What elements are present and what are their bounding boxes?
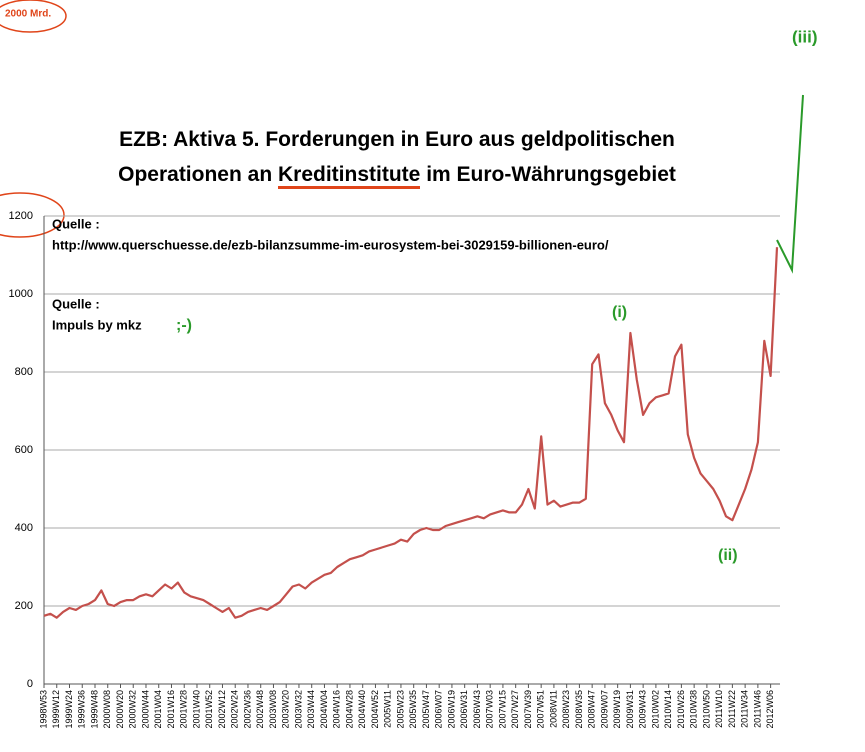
data-line <box>43 247 779 619</box>
title-part: im Euro-Währungsgebiet <box>426 163 676 186</box>
x-tick-label: 2011W34 <box>740 690 750 728</box>
x-tick-label: 1999W12 <box>51 690 61 729</box>
x-tick-label: 2004W28 <box>344 690 354 729</box>
x-tick-label: 2007W15 <box>497 690 507 729</box>
x-tick-label: 2010W14 <box>663 690 673 729</box>
x-tick-label: 2008W35 <box>574 690 584 729</box>
x-tick-label: 1999W48 <box>89 690 99 729</box>
title-part: Operationen an <box>118 163 273 186</box>
x-tick-label: 2009W19 <box>612 690 622 729</box>
x-tick-label: 2010W38 <box>689 690 699 729</box>
y-tick-label: 200 <box>15 600 33 612</box>
x-tick-label: 2002W24 <box>230 690 240 729</box>
x-tick-label: 2007W27 <box>510 690 520 729</box>
annotation: (i) <box>612 304 627 321</box>
x-tick-label: 2001W28 <box>179 690 189 729</box>
x-tick-label: 2005W35 <box>408 690 418 729</box>
x-tick-label: 2004W16 <box>332 690 342 729</box>
x-tick-label: 2004W52 <box>370 690 380 729</box>
x-tick-label: 2007W51 <box>536 690 546 729</box>
highlight-ellipse <box>0 0 67 33</box>
x-tick-label: 2000W32 <box>128 690 138 729</box>
annotation: Quelle : <box>52 296 100 311</box>
x-tick-label: 2009W43 <box>638 690 648 729</box>
x-tick-label: 2008W11 <box>548 690 558 728</box>
annotation: ;-) <box>176 317 192 334</box>
y-tick-label: 600 <box>15 444 33 456</box>
x-tick-label: 2007W39 <box>523 690 533 729</box>
x-tick-label: 2005W23 <box>395 690 405 729</box>
x-tick-label: 2011W46 <box>752 690 762 728</box>
x-tick-label: 2007W03 <box>485 690 495 729</box>
x-tick-label: 2002W48 <box>255 690 265 729</box>
x-tick-label: 1999W36 <box>77 690 87 729</box>
y-tick-label: 1000 <box>9 288 33 300</box>
y-tick-label: 1200 <box>9 210 33 222</box>
x-tick-label: 2010W50 <box>701 690 711 729</box>
x-tick-label: 2006W07 <box>434 690 444 729</box>
x-tick-label: 2003W44 <box>306 690 316 729</box>
x-tick-label: 1998W53 <box>38 690 48 729</box>
annotation: (iii) <box>792 27 818 46</box>
annotation: 2000 Mrd. <box>5 9 51 20</box>
title-line: Operationen an Kreditinstitute im Euro-W… <box>0 157 794 192</box>
annotation: http://www.querschuesse.de/ezb-bilanzsum… <box>52 237 609 252</box>
x-tick-label: 2010W26 <box>676 690 686 729</box>
x-tick-label: 2011W10 <box>714 690 724 728</box>
x-tick-label: 2000W08 <box>102 690 112 729</box>
x-tick-label: 2000W20 <box>115 690 125 729</box>
x-tick-label: 2010W02 <box>650 690 660 729</box>
title-line: EZB: Aktiva 5. Forderungen in Euro aus g… <box>119 128 675 151</box>
y-tick-label: 400 <box>15 522 33 534</box>
x-tick-label: 2008W23 <box>561 690 571 729</box>
annotation: (ii) <box>718 547 738 564</box>
title-highlight: Kreditinstitute <box>278 163 421 189</box>
chart-title: EZB: Aktiva 5. Forderungen in Euro aus g… <box>0 122 794 192</box>
x-tick-label: 2009W07 <box>599 690 609 729</box>
x-tick-label: 2001W16 <box>166 690 176 729</box>
x-tick-label: 2008W47 <box>587 690 597 729</box>
x-tick-label: 2006W31 <box>459 690 469 729</box>
x-tick-label: 2004W04 <box>319 690 329 729</box>
projection-line <box>776 94 804 274</box>
x-tick-label: 2002W12 <box>217 690 227 729</box>
highlight-ellipse <box>0 192 65 238</box>
y-tick-label: 800 <box>15 366 33 378</box>
x-tick-label: 2005W11 <box>383 690 393 728</box>
x-tick-label: 2005W47 <box>421 690 431 729</box>
annotation: Impuls by mkz <box>52 317 142 332</box>
x-tick-label: 2003W32 <box>293 690 303 729</box>
annotation: Quelle : <box>52 216 100 231</box>
x-tick-label: 2000W44 <box>140 690 150 729</box>
y-tick-label: 0 <box>27 678 33 690</box>
x-tick-label: 2004W40 <box>357 690 367 729</box>
x-tick-label: 1999W24 <box>64 690 74 729</box>
x-tick-label: 2012W06 <box>765 690 775 729</box>
x-tick-label: 2003W20 <box>281 690 291 729</box>
x-tick-label: 2011W22 <box>727 690 737 728</box>
x-tick-label: 2006W19 <box>446 690 456 729</box>
x-tick-label: 2009W31 <box>625 690 635 729</box>
x-tick-label: 2001W52 <box>204 690 214 729</box>
x-tick-label: 2006W43 <box>472 690 482 729</box>
x-tick-label: 2001W40 <box>191 690 201 729</box>
x-tick-label: 2003W08 <box>268 690 278 729</box>
x-tick-label: 2001W04 <box>153 690 163 729</box>
x-tick-label: 2002W36 <box>242 690 252 729</box>
